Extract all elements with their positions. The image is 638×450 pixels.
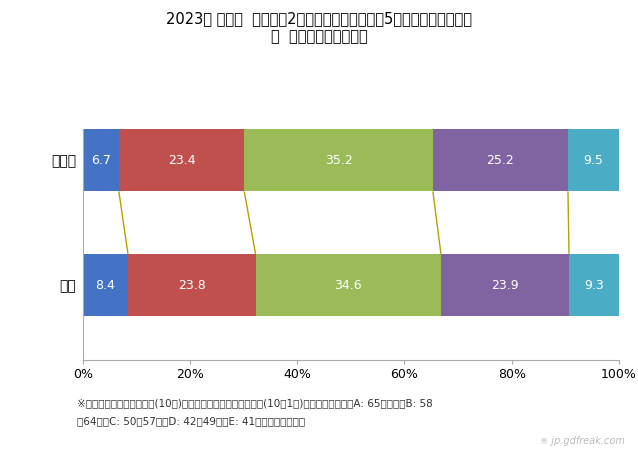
- Bar: [83, 129, 119, 191]
- Bar: [568, 129, 619, 191]
- Bar: [244, 129, 433, 191]
- Text: 23.8: 23.8: [178, 279, 205, 292]
- Text: ※体力・運動能力総合評価(10歳)は新体力テストの項目別得点(10〜1点)の合計によって、A: 65点以上、B: 58: ※体力・運動能力総合評価(10歳)は新体力テストの項目別得点(10〜1点)の合計…: [77, 398, 433, 408]
- Text: 35.2: 35.2: [325, 153, 352, 166]
- Text: 25.2: 25.2: [487, 153, 514, 166]
- Bar: [569, 254, 619, 316]
- Text: 8.4: 8.4: [96, 279, 115, 292]
- Text: ～  全国平均との比較～: ～ 全国平均との比較～: [271, 29, 367, 44]
- Text: 9.3: 9.3: [584, 279, 604, 292]
- Bar: [441, 254, 569, 316]
- Text: 23.4: 23.4: [168, 153, 195, 166]
- Text: 9.5: 9.5: [584, 153, 604, 166]
- Bar: [119, 129, 244, 191]
- Text: 〜64点、C: 50〜57点、D: 42〜49点、E: 41点以下としている: 〜64点、C: 50〜57点、D: 42〜49点、E: 41点以下としている: [77, 416, 305, 426]
- Text: 23.9: 23.9: [491, 279, 519, 292]
- Text: ※ jp.gdfreak.com: ※ jp.gdfreak.com: [540, 436, 625, 446]
- Bar: [255, 254, 441, 316]
- Bar: [128, 254, 255, 316]
- Text: 6.7: 6.7: [91, 153, 111, 166]
- Text: 34.6: 34.6: [334, 279, 362, 292]
- Text: 2023年 愛媛県  男子中学2年生の体力運動能力の5段階評価による分布: 2023年 愛媛県 男子中学2年生の体力運動能力の5段階評価による分布: [166, 11, 472, 26]
- Bar: [83, 254, 128, 316]
- Bar: [433, 129, 568, 191]
